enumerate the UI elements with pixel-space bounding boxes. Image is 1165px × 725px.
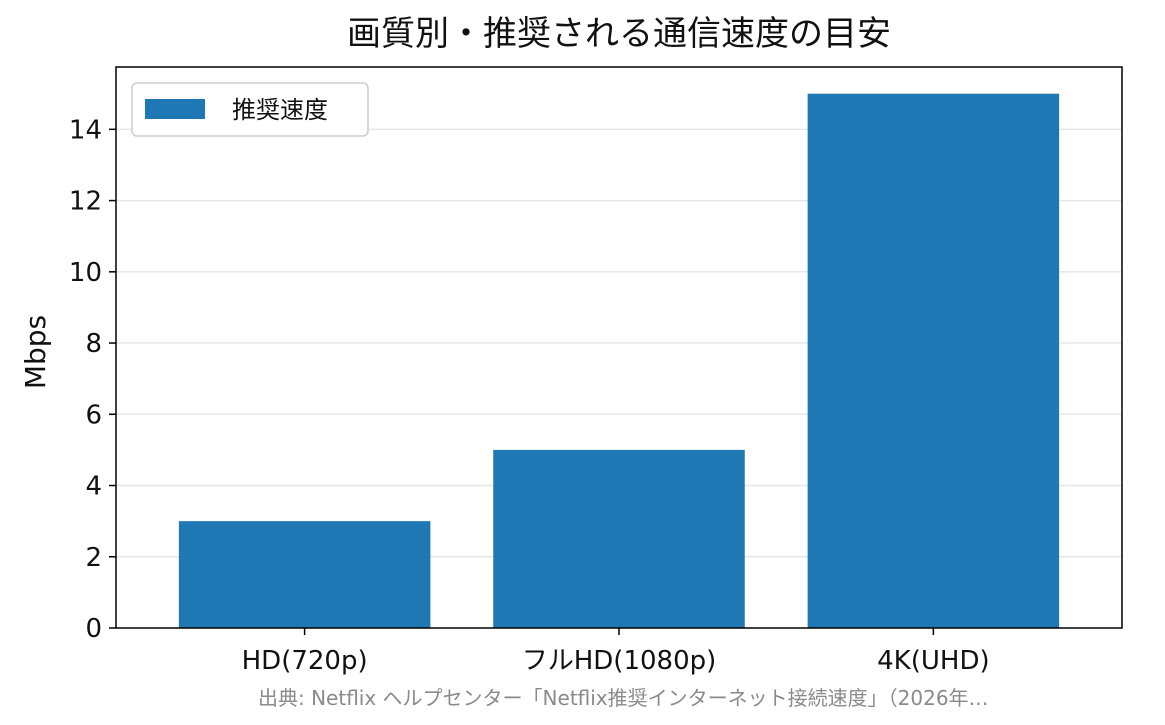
y-tick-label: 6 (85, 400, 102, 430)
y-tick-label: 2 (85, 543, 102, 573)
legend-label: 推奨速度 (232, 96, 328, 124)
bars (178, 93, 1060, 628)
y-tick-label: 14 (69, 115, 102, 145)
legend-swatch (145, 99, 205, 119)
y-tick-label: 10 (69, 258, 102, 288)
y-axis-ticks: 0 2 4 6 8 10 12 14 (69, 115, 116, 644)
y-tick-label: 12 (69, 187, 102, 217)
bar (807, 93, 1060, 628)
source-note: 出典: Netflix ヘルプセンター「Netflix推奨インターネット接続速度… (258, 686, 989, 710)
bar (493, 449, 745, 628)
chart-title: 画質別・推奨される通信速度の目安 (347, 14, 891, 54)
x-tick-label: HD(720p) (242, 646, 368, 676)
y-axis-label: Mbps (19, 315, 52, 389)
bar (178, 521, 431, 628)
legend: 推奨速度 (131, 82, 369, 137)
x-tick-label: 4K(UHD) (877, 646, 989, 676)
x-tick-label: フルHD(1080p) (522, 646, 717, 676)
legend-box (131, 82, 369, 137)
y-tick-label: 8 (85, 329, 102, 359)
y-tick-label: 0 (85, 614, 102, 644)
x-axis-ticks: HD(720p) フルHD(1080p) 4K(UHD) (242, 628, 990, 676)
y-tick-label: 4 (85, 472, 102, 502)
